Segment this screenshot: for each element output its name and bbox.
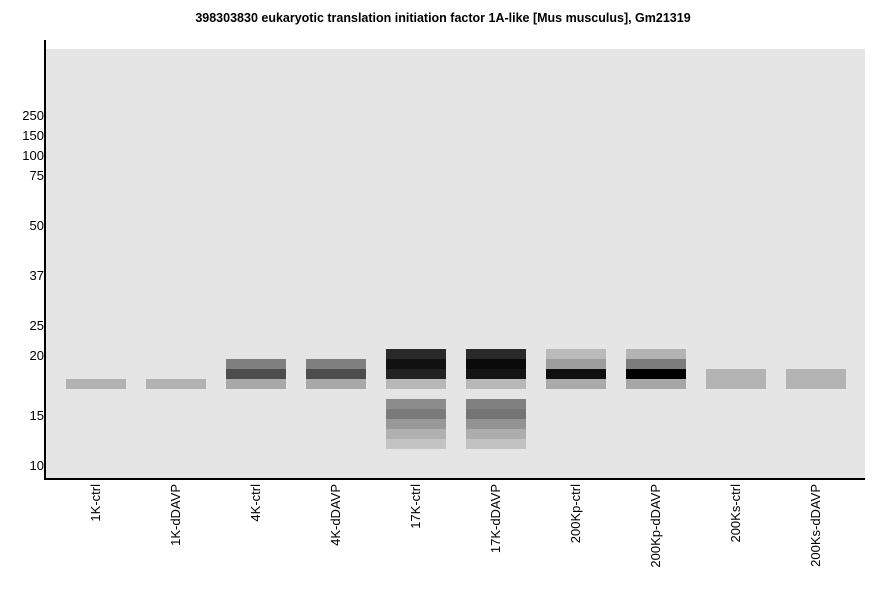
x-tick-label: 200Kp-ctrl (568, 484, 583, 544)
band-17K-ctrl-2 (386, 369, 446, 379)
x-tick-wrap: 200Ks-ctrl (726, 484, 746, 584)
band-17K-ctrl-7 (386, 429, 446, 439)
x-tick-wrap: 17K-dDAVP (486, 484, 506, 584)
band-4K-dDAVP-0 (306, 359, 366, 369)
band-4K-dDAVP-2 (306, 379, 366, 389)
band-17K-ctrl-0 (386, 349, 446, 359)
x-tick-label: 1K-ctrl (88, 484, 103, 522)
x-tick-wrap: 4K-ctrl (246, 484, 266, 584)
band-17K-dDAVP-2 (466, 369, 526, 379)
band-4K-dDAVP-1 (306, 369, 366, 379)
x-tick-wrap: 17K-ctrl (406, 484, 426, 584)
x-tick-label: 17K-ctrl (408, 484, 423, 529)
x-tick-label: 17K-dDAVP (488, 484, 503, 554)
band-17K-ctrl-3 (386, 379, 446, 389)
band-17K-dDAVP-0 (466, 349, 526, 359)
band-1K-dDAVP-0 (146, 379, 206, 389)
band-17K-ctrl-4 (386, 399, 446, 409)
band-17K-ctrl-8 (386, 439, 446, 449)
x-tick-label: 200Ks-ctrl (728, 484, 743, 543)
chart-title: 398303830 eukaryotic translation initiat… (195, 11, 691, 25)
x-tick-wrap: 1K-dDAVP (166, 484, 186, 584)
band-4K-ctrl-2 (226, 379, 286, 389)
y-tick-label: 25 (29, 318, 44, 333)
band-17K-dDAVP-1 (466, 359, 526, 369)
x-tick-wrap: 200Kp-ctrl (566, 484, 586, 584)
y-tick-label: 10 (29, 458, 44, 473)
y-tick-label: 250 (22, 108, 44, 123)
y-tick-label: 37 (29, 268, 44, 283)
x-tick-label: 200Ks-dDAVP (808, 484, 823, 567)
band-200Kp-dDAVP-0 (626, 349, 686, 359)
band-200Kp-dDAVP-3 (626, 379, 686, 389)
x-tick-label: 4K-ctrl (248, 484, 263, 522)
band-4K-ctrl-0 (226, 359, 286, 369)
x-tick-wrap: 200Kp-dDAVP (646, 484, 666, 584)
band-17K-ctrl-5 (386, 409, 446, 419)
band-200Kp-dDAVP-1 (626, 359, 686, 369)
band-200Kp-ctrl-3 (546, 379, 606, 389)
band-200Ks-ctrl-0 (706, 369, 766, 389)
band-17K-dDAVP-5 (466, 409, 526, 419)
y-tick-label: 150 (22, 128, 44, 143)
band-17K-ctrl-1 (386, 359, 446, 369)
y-tick-label: 15 (29, 408, 44, 423)
x-tick-wrap: 200Ks-dDAVP (806, 484, 826, 584)
band-17K-dDAVP-7 (466, 429, 526, 439)
y-tick-label: 20 (29, 348, 44, 363)
band-17K-dDAVP-3 (466, 379, 526, 389)
band-200Kp-ctrl-2 (546, 369, 606, 379)
band-17K-dDAVP-4 (466, 399, 526, 409)
y-tick-label: 100 (22, 148, 44, 163)
x-tick-label: 1K-dDAVP (168, 484, 183, 546)
x-axis (44, 478, 865, 480)
y-tick-label: 50 (29, 218, 44, 233)
x-tick-label: 200Kp-dDAVP (648, 484, 663, 568)
band-200Ks-dDAVP-0 (786, 369, 846, 389)
band-17K-ctrl-6 (386, 419, 446, 429)
band-17K-dDAVP-8 (466, 439, 526, 449)
band-1K-ctrl-0 (66, 379, 126, 389)
band-200Kp-ctrl-0 (546, 349, 606, 359)
y-axis (44, 40, 46, 480)
plot-area (46, 49, 865, 479)
y-tick-label: 75 (29, 168, 44, 183)
band-200Kp-dDAVP-2 (626, 369, 686, 379)
band-4K-ctrl-1 (226, 369, 286, 379)
band-17K-dDAVP-6 (466, 419, 526, 429)
band-200Kp-ctrl-1 (546, 359, 606, 369)
x-tick-label: 4K-dDAVP (328, 484, 343, 546)
x-tick-wrap: 4K-dDAVP (326, 484, 346, 584)
x-tick-wrap: 1K-ctrl (86, 484, 106, 584)
